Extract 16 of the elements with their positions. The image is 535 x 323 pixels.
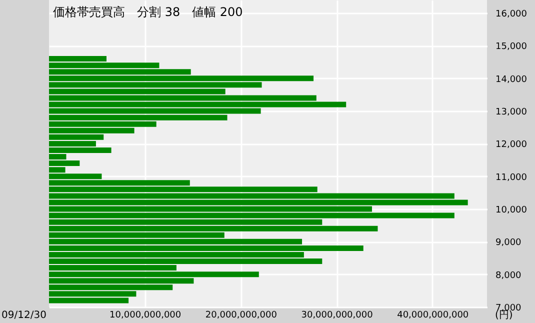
y-tick-label: 8,000: [496, 270, 522, 281]
x-tick-label: 10,000,000,000: [110, 310, 182, 320]
y-tick-label: 12,000: [496, 140, 528, 150]
x-tick-label: 30,000,000,000: [301, 310, 374, 320]
x-tick-label: 20,000,000,000: [205, 310, 278, 320]
y-tick-label: 13,000: [496, 108, 528, 118]
y-tick-label: 15,000: [496, 42, 528, 52]
y-tick-label: 9,000: [496, 238, 522, 248]
y-tick-label: 10,000: [496, 206, 528, 216]
x-tick-label: 40,000,000,000: [397, 310, 469, 320]
y-tick-label: 14,000: [496, 74, 528, 85]
chart-title: 価格帯売買高 分割 38 値幅 200: [53, 5, 243, 19]
text: 09/12/30: [2, 310, 46, 321]
text: (円): [495, 310, 513, 321]
y-tick-label: 11,000: [496, 172, 528, 183]
y-tick-label: 16,000: [496, 10, 528, 20]
